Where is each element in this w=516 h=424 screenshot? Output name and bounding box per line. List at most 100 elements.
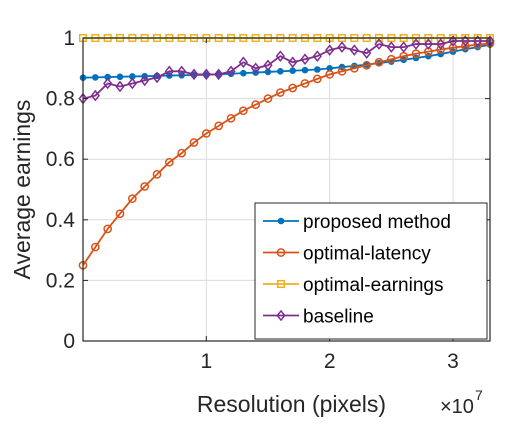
data-point (362, 60, 372, 70)
data-point (226, 113, 236, 123)
data-point (337, 66, 347, 76)
y-tick-label: 0.8 (46, 88, 75, 111)
data-point (289, 67, 296, 75)
data-point (127, 194, 137, 203)
data-point (300, 53, 310, 66)
data-point (263, 94, 273, 103)
data-point (92, 74, 99, 81)
data-point (214, 121, 224, 131)
data-point (374, 57, 384, 67)
data-point (177, 65, 187, 78)
data-point (189, 138, 199, 147)
x-axis-exponent: ×10 (440, 396, 474, 418)
data-point (325, 70, 335, 79)
series-line (82, 42, 491, 266)
legend-marker (276, 309, 286, 322)
data-point (116, 73, 124, 81)
data-point (314, 66, 321, 73)
legend-item: optimal-earnings (263, 275, 443, 296)
data-point (238, 56, 248, 69)
y-tick-label: 0.4 (46, 209, 76, 232)
series-baseline (78, 35, 495, 105)
data-point (127, 77, 137, 90)
series-line (82, 40, 490, 100)
data-point (312, 50, 322, 62)
data-point (436, 38, 446, 50)
x-axis-title: Resolution (pixels) (197, 391, 386, 417)
x-tick-label: 2 (324, 350, 336, 373)
legend-item: proposed method (263, 212, 451, 233)
data-point (473, 35, 483, 47)
data-point (460, 41, 470, 51)
legend-marker (276, 279, 286, 289)
axis-ticks: 0 0.2 0.4 0.6 0.8 1 1 2 3 (46, 27, 490, 373)
data-point (251, 62, 261, 75)
data-point (288, 83, 298, 93)
y-axis-title: Average earnings (9, 100, 35, 280)
data-point (238, 106, 248, 116)
data-point (436, 45, 446, 54)
data-point (251, 100, 261, 110)
data-point (140, 74, 150, 87)
y-tick-label: 0 (63, 330, 75, 353)
data-point (103, 77, 113, 90)
data-point (337, 41, 347, 53)
legend-item: baseline (263, 307, 374, 328)
data-point (152, 71, 162, 84)
data-point (423, 38, 433, 50)
data-point (226, 65, 236, 78)
data-point (164, 157, 174, 167)
data-point (90, 242, 100, 252)
legend-label: baseline (303, 307, 374, 328)
data-point (201, 129, 211, 138)
data-point (349, 44, 359, 56)
legend-marker (277, 217, 285, 225)
data-point (240, 69, 247, 77)
x-axis-exponent-power: 7 (475, 387, 483, 403)
data-point (312, 74, 322, 84)
data-point (301, 66, 309, 74)
data-point (164, 65, 174, 78)
data-point (362, 47, 372, 59)
data-point (103, 224, 113, 234)
legend-label: optimal-latency (303, 244, 431, 265)
data-point (386, 41, 396, 53)
data-point (448, 35, 458, 47)
data-point (201, 68, 211, 81)
x-tick-label: 1 (200, 350, 212, 373)
y-tick-label: 1 (63, 27, 75, 50)
data-point (349, 63, 359, 73)
legend-label: proposed method (303, 212, 451, 233)
legend-label: optimal-earnings (303, 275, 443, 296)
data-point (325, 44, 335, 56)
data-point (214, 68, 224, 81)
legend: proposed method optimal-latency optimal-ea… (254, 202, 488, 340)
data-point (115, 80, 125, 93)
data-point (140, 182, 150, 191)
y-tick-label: 0.2 (46, 269, 75, 292)
plot-frame (82, 37, 491, 342)
data-point (275, 88, 285, 97)
y-tick-label: 0.6 (46, 148, 75, 171)
data-point (177, 148, 187, 158)
data-point (288, 56, 298, 69)
data-point (411, 49, 421, 59)
data-point (115, 209, 125, 219)
data-point (399, 41, 409, 53)
x-tick-label: 3 (447, 350, 459, 373)
data-point (386, 54, 396, 64)
data-point (189, 68, 199, 81)
data-point (275, 50, 285, 62)
data-point (374, 38, 384, 50)
series-optimal-latency (78, 39, 495, 270)
data-point (90, 89, 100, 102)
data-point (152, 170, 162, 179)
data-point (460, 35, 470, 47)
data-point (448, 43, 458, 53)
data-point (277, 68, 284, 75)
legend-marker (276, 248, 286, 257)
series-line (82, 43, 491, 79)
data-point (300, 79, 310, 88)
data-point (263, 59, 273, 72)
